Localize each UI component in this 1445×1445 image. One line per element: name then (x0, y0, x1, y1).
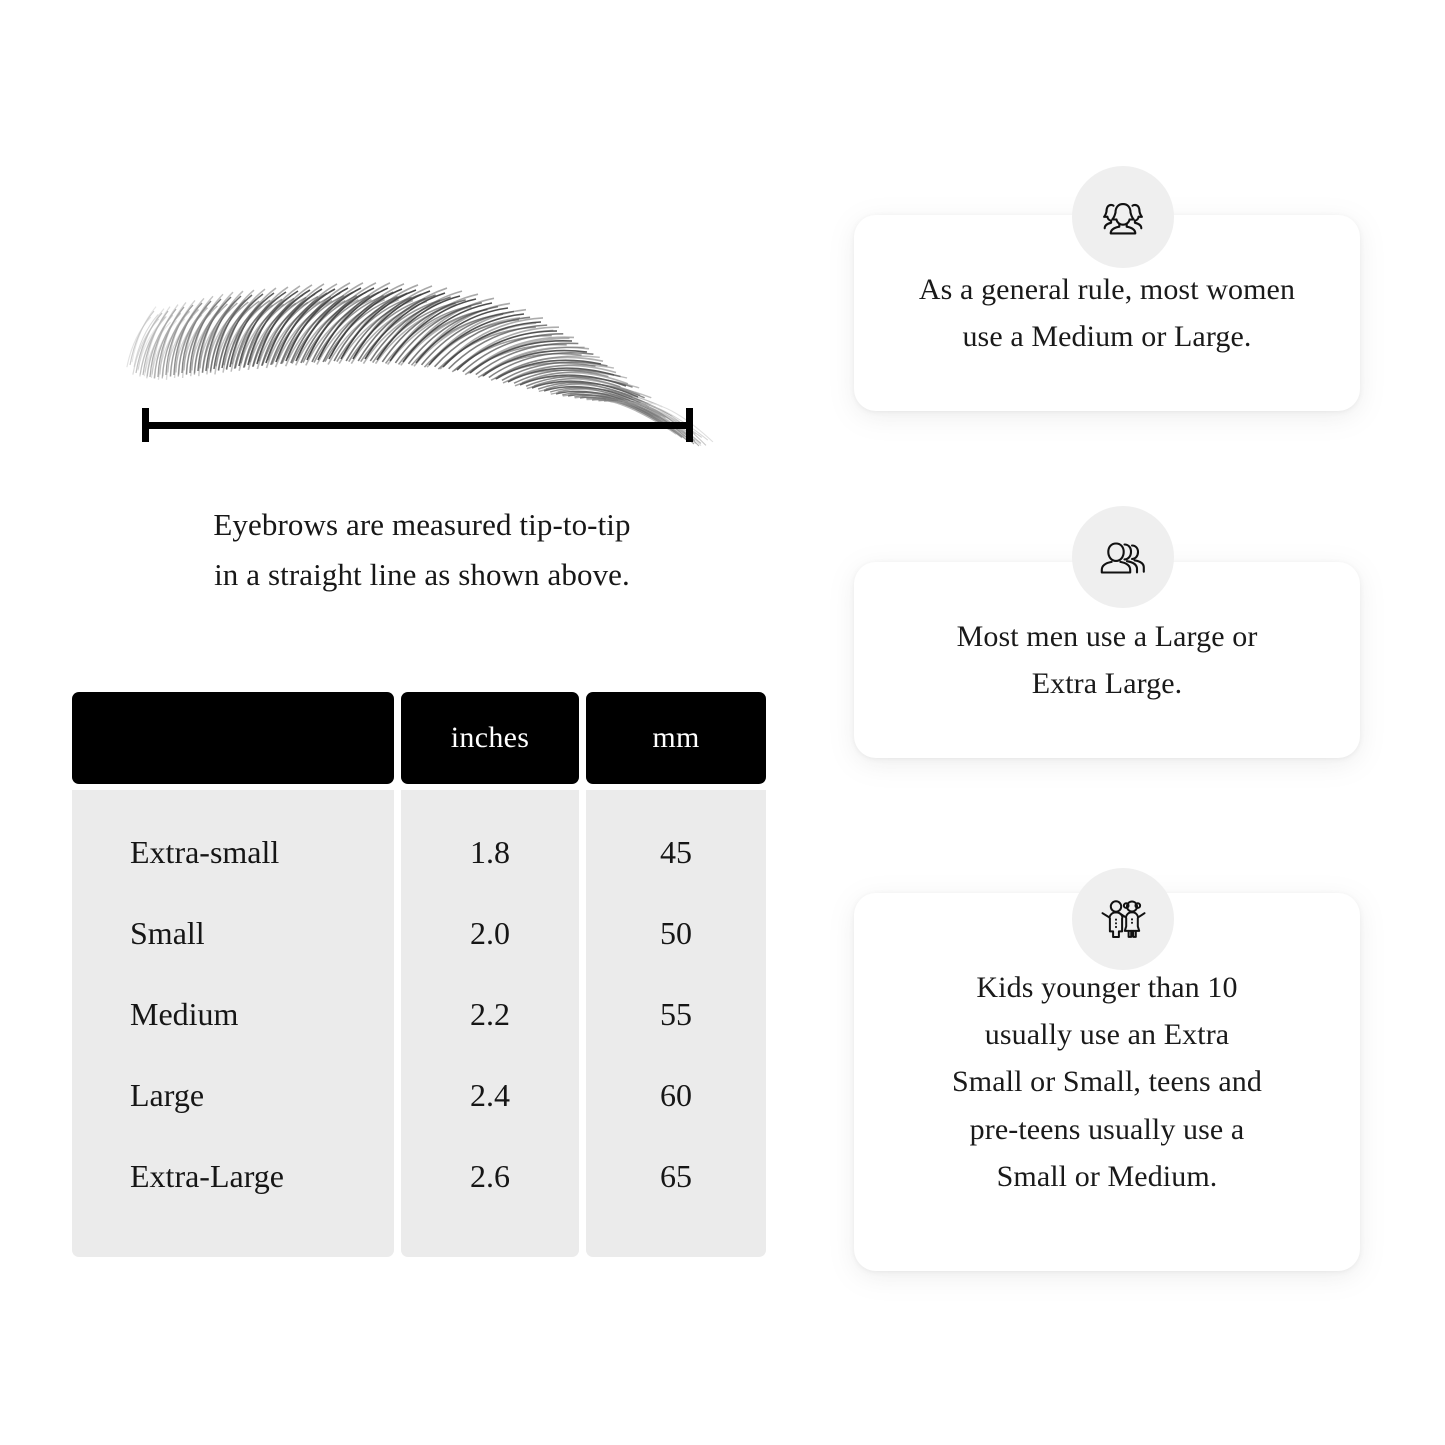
table-header-size (72, 692, 394, 784)
table-header-row: inches mm (72, 692, 766, 784)
table-cell-inches: 2.4 (470, 1077, 510, 1113)
table-cell-mm: 55 (660, 996, 692, 1032)
table-column-mm: 45 50 55 60 65 (586, 790, 766, 1257)
card-men-line-1: Most men use a Large or (956, 619, 1258, 653)
table-cell-size: Small (130, 915, 205, 951)
guidance-panel: As a general rule, most women use a Medi… (800, 0, 1445, 1445)
table-cell-mm: 45 (660, 834, 692, 870)
table-cell-size: Extra-small (130, 834, 280, 870)
size-table: inches mm Extra-small Small Medium Large… (72, 692, 766, 1257)
two-children-icon (1071, 868, 1174, 970)
three-women-icon (1071, 166, 1174, 268)
guidance-card-kids-text: Kids younger than 10 usually use an Extr… (926, 964, 1288, 1201)
table-cell-inches: 2.6 (470, 1158, 510, 1194)
table-header-mm: mm (586, 692, 766, 784)
card-kids-line-4: pre-teens usually use a (969, 1112, 1245, 1146)
card-kids-line-2: usually use an Extra (984, 1017, 1230, 1051)
card-kids-line-3: Small or Small, teens and (952, 1065, 1262, 1099)
table-cell-size: Medium (130, 996, 239, 1032)
table-cell-inches: 1.8 (470, 834, 510, 870)
guidance-card-women-text: As a general rule, most women use a Medi… (893, 266, 1321, 361)
card-kids-line-1: Kids younger than 10 (976, 970, 1238, 1004)
card-kids-line-5: Small or Medium. (996, 1160, 1218, 1194)
three-men-icon (1071, 506, 1174, 608)
guidance-card-kids: Kids younger than 10 usually use an Extr… (854, 893, 1360, 1271)
measurement-bar (142, 408, 693, 442)
guidance-card-men-text: Most men use a Large or Extra Large. (931, 613, 1284, 708)
card-women-line-1: As a general rule, most women (918, 272, 1296, 306)
table-cell-mm: 60 (660, 1077, 692, 1113)
table-cell-size: Extra-Large (130, 1158, 284, 1194)
measurement-panel: Eyebrows are measured tip-to-tip in a st… (72, 225, 772, 1257)
table-cell-inches: 2.0 (470, 915, 510, 951)
card-women-line-2: use a Medium or Large. (962, 320, 1252, 353)
measurement-caption: Eyebrows are measured tip-to-tip in a st… (72, 500, 772, 600)
table-cell-inches: 2.2 (470, 996, 510, 1032)
eyebrow-illustration (110, 225, 730, 465)
card-men-line-2: Extra Large. (1031, 667, 1183, 700)
table-column-size: Extra-small Small Medium Large Extra-Lar… (72, 790, 394, 1257)
caption-line-1: Eyebrows are measured tip-to-tip (213, 507, 631, 542)
table-cell-mm: 65 (660, 1158, 692, 1194)
table-header-inches: inches (401, 692, 579, 784)
table-cell-size: Large (130, 1077, 205, 1113)
caption-line-2: in a straight line as shown above. (214, 557, 630, 593)
table-cell-mm: 50 (660, 915, 692, 951)
table-column-inches: 1.8 2.0 2.2 2.4 2.6 (401, 790, 579, 1257)
table-body: Extra-small Small Medium Large Extra-Lar… (72, 790, 766, 1257)
